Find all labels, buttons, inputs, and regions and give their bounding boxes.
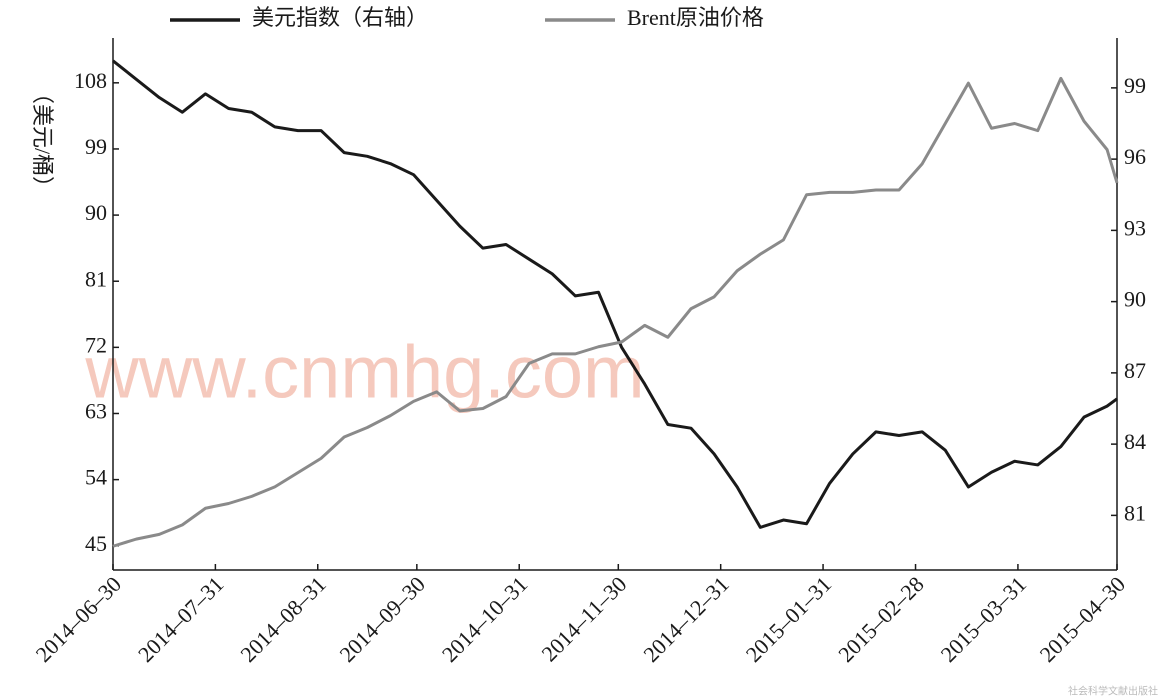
y2-tick-label: 93 bbox=[1124, 215, 1146, 240]
y-axis-label: （美元/桶） bbox=[30, 82, 55, 198]
data-line bbox=[112, 59, 1118, 529]
x-tick-label: 2015–03–31 bbox=[936, 571, 1031, 666]
data-line bbox=[112, 76, 1119, 548]
legend-label: Brent原油价格 bbox=[627, 5, 764, 30]
x-tick-label: 2014–10–31 bbox=[437, 571, 532, 666]
x-tick-label: 2014–07–31 bbox=[133, 571, 228, 666]
x-tick-label: 2015–02–28 bbox=[833, 571, 928, 666]
y2-tick-label: 90 bbox=[1124, 287, 1146, 312]
x-tick-label: 2014–11–30 bbox=[537, 571, 632, 666]
y2-tick-label: 96 bbox=[1124, 144, 1146, 169]
watermark: www.cnmhg.com bbox=[84, 331, 644, 414]
x-tick-label: 2015–01–31 bbox=[741, 571, 836, 666]
y-tick-label: 63 bbox=[85, 399, 107, 424]
x-tick-label: 2015–04–30 bbox=[1035, 571, 1130, 666]
y2-tick-label: 87 bbox=[1124, 358, 1146, 383]
y-tick-label: 45 bbox=[85, 531, 107, 556]
source: 社会科学文献出版社 bbox=[1068, 684, 1158, 697]
x-tick-label: 2014–09–30 bbox=[334, 571, 429, 666]
x-tick-label: 2014–08–31 bbox=[235, 571, 330, 666]
y-tick-label: 108 bbox=[74, 68, 107, 93]
y-tick-label: 99 bbox=[85, 134, 107, 159]
x-tick-label: 2014–12–31 bbox=[638, 571, 733, 666]
legend-label: 美元指数（右轴） bbox=[252, 5, 428, 30]
y2-tick-label: 84 bbox=[1124, 429, 1146, 454]
y2-tick-label: 99 bbox=[1124, 73, 1146, 98]
y2-tick-label: 81 bbox=[1124, 500, 1146, 525]
y-tick-label: 81 bbox=[85, 266, 107, 291]
y-tick-label: 54 bbox=[85, 465, 107, 490]
x-tick-label: 2014–06–30 bbox=[31, 571, 126, 666]
y-tick-label: 90 bbox=[85, 200, 107, 225]
y-tick-label: 72 bbox=[85, 332, 107, 357]
